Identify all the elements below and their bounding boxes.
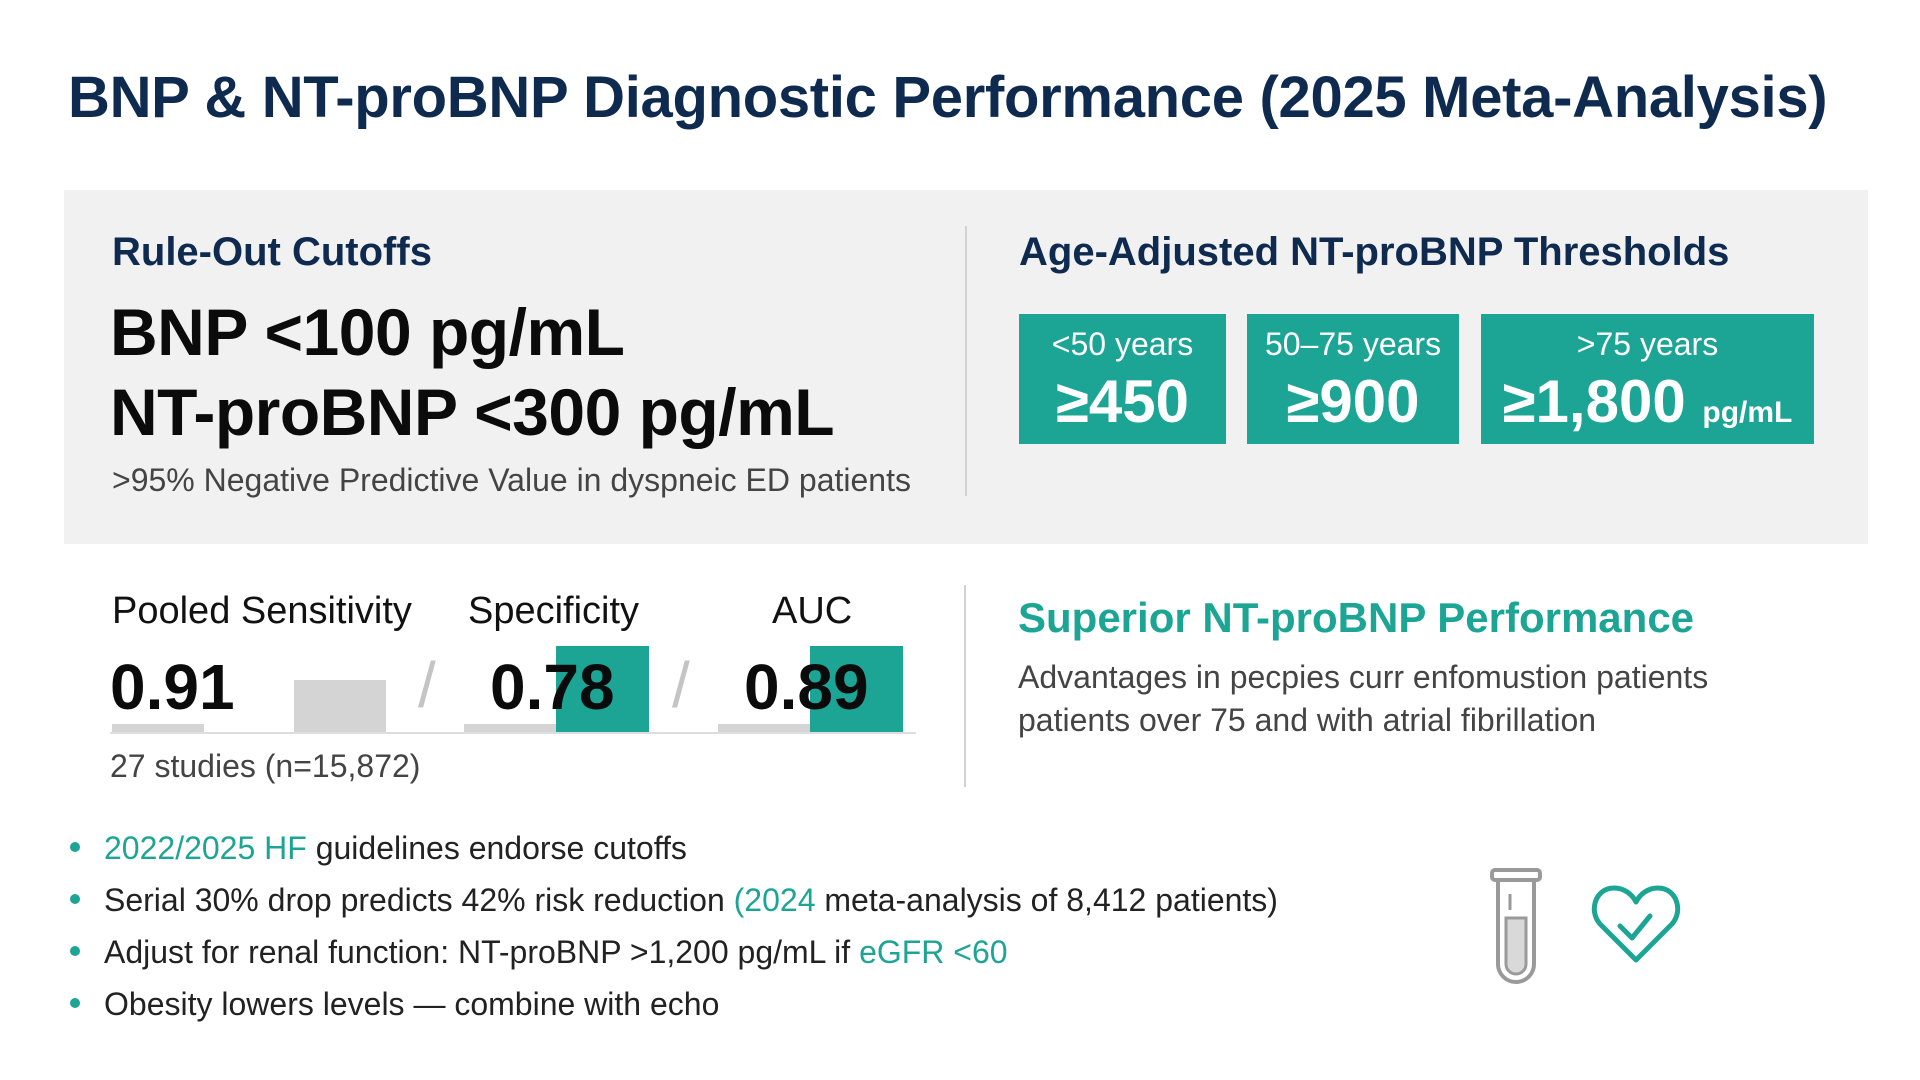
key-point-text: Obesity lowers levels — combine with ech… — [104, 986, 720, 1022]
superior-line: patients over 75 and with atrial fibrill… — [1018, 702, 1597, 738]
age-threshold: ≥900 — [1286, 368, 1420, 435]
unit-label: pg/mL — [1702, 396, 1793, 429]
highlighted-text: eGFR <60 — [859, 934, 1008, 970]
summary-panel: Rule-Out Cutoffs BNP <100 pg/mL NT-proBN… — [64, 190, 1868, 544]
specificity-bar-base — [464, 724, 556, 732]
sensitivity-bar-base — [112, 724, 204, 732]
bullet-dot — [70, 946, 80, 956]
key-point-text: Serial 30% drop predicts 42% risk reduct… — [104, 882, 734, 918]
npv-note: >95% Negative Predictive Value in dyspne… — [112, 462, 911, 498]
metric-separator: / — [672, 649, 690, 721]
age-box-over-75: >75 years ≥1,800 pg/mL — [1481, 314, 1814, 444]
sensitivity-label: Pooled Sensitivity — [112, 590, 412, 632]
panel-divider — [965, 226, 967, 496]
metrics-baseline — [110, 732, 916, 734]
metric-separator: / — [418, 649, 436, 721]
sensitivity-bar — [294, 680, 386, 732]
heart-check-icon — [1591, 885, 1681, 963]
pooled-metrics: Pooled Sensitivity Specificity AUC 0.91 … — [100, 590, 920, 800]
specificity-bar — [556, 646, 649, 732]
rule-out-heading: Rule-Out Cutoffs — [112, 230, 432, 274]
key-point-text: Adjust for renal function: NT-proBNP >1,… — [104, 934, 860, 970]
age-adjusted-heading: Age-Adjusted NT-proBNP Thresholds — [1019, 230, 1730, 274]
age-label: >75 years — [1576, 326, 1719, 362]
auc-label: AUC — [772, 590, 853, 632]
highlighted-text: (2024 — [733, 882, 816, 918]
sensitivity-value: 0.91 — [110, 651, 235, 723]
superior-line: Advantages in pecpies curr enfomustion p… — [1018, 659, 1709, 695]
highlighted-text: 2022/2025 HF — [104, 830, 307, 866]
bullet-dot — [70, 842, 80, 852]
superior-heading: Superior NT-proBNP Performance — [1018, 594, 1695, 641]
age-box-50-75: 50–75 years ≥900 — [1247, 314, 1459, 444]
metrics-divider — [964, 585, 966, 787]
key-point-item: Serial 30% drop predicts 42% risk reduct… — [70, 878, 1278, 930]
age-threshold-with-unit: ≥1,800 pg/mL — [1481, 367, 1814, 436]
key-point-text: guidelines endorse cutoffs — [306, 830, 687, 866]
age-label: <50 years — [1051, 326, 1194, 362]
superior-description: Advantages in pecpies curr enfomustion p… — [1018, 656, 1708, 742]
age-label: 50–75 years — [1264, 326, 1442, 362]
age-box-under-50: <50 years ≥450 — [1019, 314, 1226, 444]
test-tube-icon — [1490, 868, 1542, 984]
studies-count: 27 studies (n=15,872) — [110, 748, 421, 784]
age-threshold: ≥1,800 — [1502, 368, 1686, 435]
auc-bar — [810, 646, 903, 732]
specificity-label: Specificity — [468, 590, 640, 632]
key-points-list: 2022/2025 HF guidelines endorse cutoffs S… — [70, 826, 1278, 1034]
specificity-value: 0.78 — [490, 651, 615, 723]
page-title: BNP & NT-proBNP Diagnostic Performance (… — [68, 65, 1828, 130]
nt-probnp-cutoff: NT-proBNP <300 pg/mL — [110, 375, 835, 449]
key-point-item: Obesity lowers levels — combine with ech… — [70, 982, 1278, 1034]
key-point-item: Adjust for renal function: NT-proBNP >1,… — [70, 930, 1278, 982]
auc-value: 0.89 — [744, 651, 869, 723]
bnp-cutoff: BNP <100 pg/mL — [110, 295, 625, 369]
bullet-dot — [70, 894, 80, 904]
auc-bar-base — [718, 724, 810, 732]
bullet-dot — [70, 998, 80, 1008]
age-threshold: ≥450 — [1055, 368, 1190, 435]
key-point-text: meta-analysis of 8,412 patients) — [815, 882, 1278, 918]
key-point-item: 2022/2025 HF guidelines endorse cutoffs — [70, 826, 1278, 878]
